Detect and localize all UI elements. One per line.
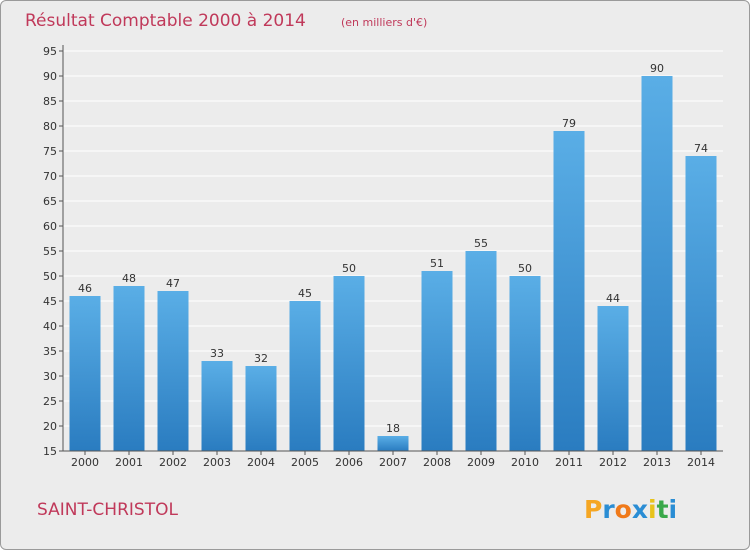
y-tick-label: 45	[43, 295, 57, 308]
data-label-2012: 44	[606, 292, 620, 305]
chart-title: Résultat Comptable 2000 à 2014	[25, 11, 306, 31]
data-label-2005: 45	[298, 287, 312, 300]
data-label-2000: 46	[78, 282, 92, 295]
y-tick-label: 55	[43, 245, 57, 258]
data-label-2003: 33	[210, 347, 224, 360]
bar-2012	[597, 306, 629, 451]
x-tick-label-2005: 2005	[291, 456, 319, 469]
x-tick-label-2012: 2012	[599, 456, 627, 469]
bar-2014	[685, 156, 717, 451]
x-tick-label-2011: 2011	[555, 456, 583, 469]
y-tick-labels: 15 20 25 30 35 40 45 50 55 60 65 70 75 80 85 90 95	[43, 45, 63, 458]
bar-2007	[377, 436, 409, 451]
data-label-2002: 47	[166, 277, 180, 290]
proxiti-logo: Proxiti	[584, 495, 677, 524]
logo-letter: P	[584, 495, 602, 524]
data-label-2004: 32	[254, 352, 268, 365]
y-tick-label: 50	[43, 270, 57, 283]
bar-2013	[641, 76, 673, 451]
bar-2011	[553, 131, 585, 451]
logo-letter: i	[648, 495, 657, 524]
x-tick-label-2001: 2001	[115, 456, 143, 469]
bar-2008	[421, 271, 453, 451]
x-tick-label-2013: 2013	[643, 456, 671, 469]
x-tick-label-2004: 2004	[247, 456, 275, 469]
logo-letter: r	[602, 495, 615, 524]
bar-2005	[289, 301, 321, 451]
data-label-2009: 55	[474, 237, 488, 250]
chart-subtitle: (en milliers d'€)	[341, 16, 427, 29]
x-tick-label-2003: 2003	[203, 456, 231, 469]
y-tick-label: 60	[43, 220, 57, 233]
data-label-2006: 50	[342, 262, 356, 275]
x-tick-label-2002: 2002	[159, 456, 187, 469]
logo-letter: i	[669, 495, 678, 524]
data-label-2007: 18	[386, 422, 400, 435]
logo-letter: x	[632, 495, 648, 524]
bar-2006	[333, 276, 365, 451]
data-label-2001: 48	[122, 272, 136, 285]
y-tick-label: 95	[43, 45, 57, 58]
bar-2009	[465, 251, 497, 451]
y-tick-label: 35	[43, 345, 57, 358]
x-tick-label-2009: 2009	[467, 456, 495, 469]
x-tick-label-2007: 2007	[379, 456, 407, 469]
x-tick-label-2000: 2000	[71, 456, 99, 469]
y-tick-label: 90	[43, 70, 57, 83]
y-tick-label: 70	[43, 170, 57, 183]
y-tick-label: 65	[43, 195, 57, 208]
x-tick-labels: 2000 2001 2002 2003 2004 2005 2006 2007 2008 2009…	[71, 451, 715, 469]
logo-letter: t	[657, 495, 669, 524]
data-labels: 46 48 47 33 32 45 50 18 51 55 50 79 44 90 74	[78, 62, 708, 435]
y-tick-label: 80	[43, 120, 57, 133]
y-tick-label: 75	[43, 145, 57, 158]
x-tick-label-2008: 2008	[423, 456, 451, 469]
y-tick-label: 20	[43, 420, 57, 433]
commune-name: SAINT-CHRISTOL	[37, 500, 178, 520]
bar-2002	[157, 291, 189, 451]
x-tick-label-2010: 2010	[511, 456, 539, 469]
y-tick-label: 40	[43, 320, 57, 333]
bar-2003	[201, 361, 233, 451]
x-tick-label-2006: 2006	[335, 456, 363, 469]
bar-2000	[69, 296, 101, 451]
y-tick-label: 25	[43, 395, 57, 408]
data-label-2010: 50	[518, 262, 532, 275]
logo-letter: o	[615, 495, 632, 524]
bar-2004	[245, 366, 277, 451]
y-tick-label: 85	[43, 95, 57, 108]
data-label-2013: 90	[650, 62, 664, 75]
y-tick-label: 30	[43, 370, 57, 383]
data-label-2008: 51	[430, 257, 444, 270]
y-tick-label: 15	[43, 445, 57, 458]
bars	[69, 76, 717, 451]
bar-2010	[509, 276, 541, 451]
bar-2001	[113, 286, 145, 451]
data-label-2014: 74	[694, 142, 708, 155]
data-label-2011: 79	[562, 117, 576, 130]
x-tick-label-2014: 2014	[687, 456, 715, 469]
